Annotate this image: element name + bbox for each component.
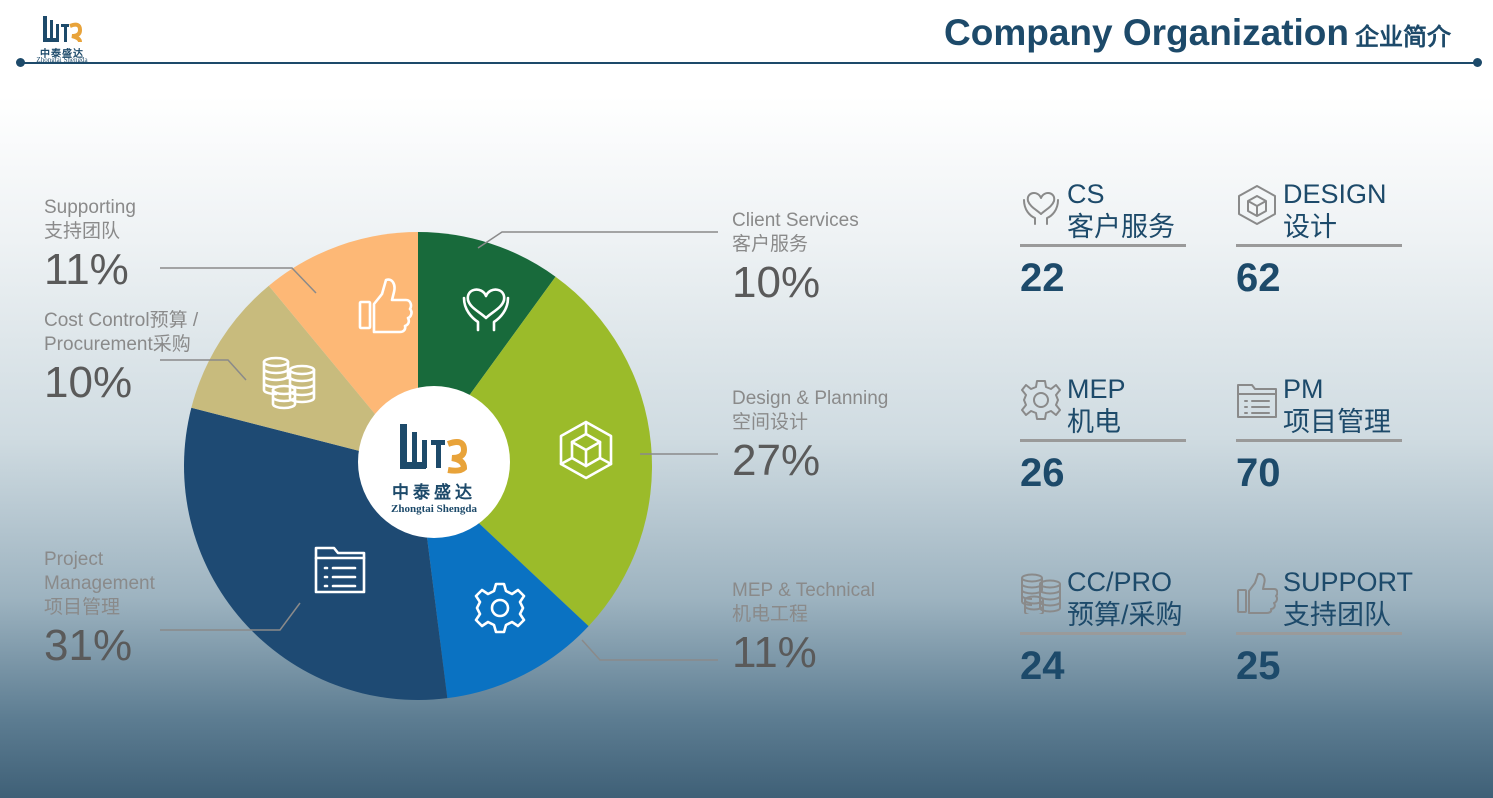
label-cc-line2: Procurement采购 bbox=[44, 334, 191, 355]
stat-design-count: 62 bbox=[1236, 256, 1281, 300]
stat-cc-count: 24 bbox=[1020, 644, 1065, 688]
stat-pm-name: PM 项目管理 bbox=[1283, 374, 1391, 437]
center-logo-cn: 中泰盛达 bbox=[392, 482, 476, 503]
leader-line-cc bbox=[160, 359, 247, 381]
stat-cc-rule bbox=[1020, 632, 1186, 635]
stat-support-count: 25 bbox=[1236, 644, 1281, 688]
leader-line-support bbox=[160, 267, 317, 294]
stat-cs-name: CS 客户服务 bbox=[1067, 179, 1175, 242]
label-cs: Client Services 客户服务 10% bbox=[732, 209, 859, 307]
label-pm-line1: Project bbox=[44, 549, 104, 570]
folder-list-icon bbox=[1237, 384, 1277, 418]
header-divider-dot-right bbox=[1473, 58, 1482, 67]
stat-mep-name: MEP 机电 bbox=[1067, 374, 1126, 437]
label-design: Design & Planning 空间设计 27% bbox=[732, 387, 888, 485]
gear-icon bbox=[474, 582, 526, 634]
stat-mep-count: 26 bbox=[1020, 451, 1065, 495]
stat-support-rule bbox=[1236, 632, 1402, 635]
coins-icon bbox=[262, 356, 316, 410]
header-divider-dot-left bbox=[16, 58, 25, 67]
label-design-cn: 空间设计 bbox=[732, 412, 809, 433]
page-title-cn: 企业简介 bbox=[1355, 24, 1451, 51]
label-cs-pct: 10% bbox=[732, 258, 821, 307]
label-pm: Project Management 项目管理 31% bbox=[44, 548, 155, 670]
logo-cn-text: 中泰盛达 bbox=[40, 49, 84, 60]
label-cc: Cost Control预算 / Procurement采购 10% bbox=[44, 309, 198, 407]
label-cc-line1: Cost Control预算 / bbox=[44, 310, 199, 331]
leader-line-cs bbox=[477, 231, 718, 249]
coins-icon bbox=[1021, 573, 1061, 614]
stat-pm-rule bbox=[1236, 439, 1402, 442]
center-logo-mark-icon bbox=[400, 424, 468, 474]
leader-line-pm bbox=[160, 602, 301, 631]
pie-slice-support bbox=[268, 232, 418, 466]
page-title: Company Organization 企业简介 bbox=[944, 12, 1451, 54]
logo-en-text: Zhongtai Shengda bbox=[36, 56, 88, 64]
center-logo-en: Zhongtai Shengda bbox=[391, 503, 477, 515]
label-pm-pct: 31% bbox=[44, 621, 133, 670]
stat-mep-rule bbox=[1020, 439, 1186, 442]
label-support-cn: 支持团队 bbox=[44, 221, 121, 242]
center-logo-circle bbox=[358, 386, 510, 538]
pie-slice-cc bbox=[191, 285, 418, 466]
heart-hands-icon bbox=[1023, 192, 1059, 225]
label-design-en: Design & Planning bbox=[732, 388, 889, 409]
thumbs-up-icon bbox=[358, 278, 413, 334]
stat-cs-rule bbox=[1020, 244, 1186, 247]
label-mep-pct: 11% bbox=[732, 628, 817, 677]
label-design-pct: 27% bbox=[732, 436, 821, 485]
cube-icon bbox=[1238, 185, 1276, 225]
folder-list-icon bbox=[314, 546, 366, 594]
leader-line-mep bbox=[581, 639, 718, 661]
stat-cc-name: CC/PRO 预算/采购 bbox=[1067, 567, 1183, 630]
heart-hands-icon bbox=[462, 288, 510, 332]
label-support: Supporting 支持团队 11% bbox=[44, 196, 136, 294]
stat-pm-count: 70 bbox=[1236, 451, 1281, 495]
label-cc-pct: 10% bbox=[44, 358, 133, 407]
stat-design-rule bbox=[1236, 244, 1402, 247]
thumbs-up-icon bbox=[1237, 572, 1278, 614]
label-mep-en: MEP & Technical bbox=[732, 580, 875, 601]
label-support-pct: 11% bbox=[44, 245, 129, 294]
header-divider bbox=[20, 62, 1478, 64]
label-mep-cn: 机电工程 bbox=[732, 604, 809, 625]
cube-icon bbox=[559, 420, 613, 480]
label-cs-en: Client Services bbox=[732, 210, 859, 231]
stat-design-name: DESIGN 设计 bbox=[1283, 179, 1387, 242]
stat-cs-count: 22 bbox=[1020, 256, 1065, 300]
label-cs-cn: 客户服务 bbox=[732, 234, 809, 255]
label-pm-line2: Management bbox=[44, 573, 155, 594]
label-mep: MEP & Technical 机电工程 11% bbox=[732, 579, 875, 677]
page-title-en: Company Organization bbox=[944, 12, 1349, 53]
label-support-en: Supporting bbox=[44, 197, 136, 218]
label-pm-cn: 项目管理 bbox=[44, 597, 121, 618]
stat-support-name: SUPPORT 支持团队 bbox=[1283, 567, 1414, 630]
company-logo: 中泰盛达 Zhongtai Shengda bbox=[30, 14, 94, 64]
logo-mark-icon bbox=[43, 16, 83, 43]
pie-slice-design bbox=[418, 276, 653, 627]
gear-icon bbox=[1021, 380, 1061, 420]
